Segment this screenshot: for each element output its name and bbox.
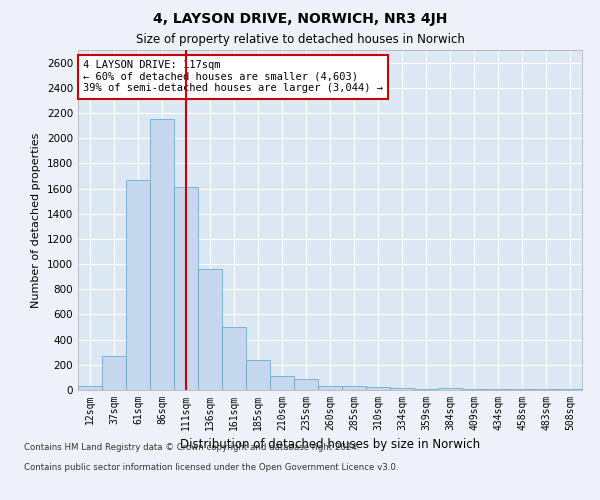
Bar (126, 180, 150, 390)
Bar (150, 120, 174, 390)
Bar (366, 388, 390, 390)
Bar (318, 386, 342, 390)
Bar (414, 388, 438, 390)
Text: Size of property relative to detached houses in Norwich: Size of property relative to detached ho… (136, 32, 464, 46)
Bar (270, 376, 294, 390)
Bar (78, 386, 102, 390)
Bar (174, 188, 198, 390)
Bar (390, 388, 414, 390)
Bar (102, 356, 126, 390)
Bar (222, 327, 246, 390)
Bar (294, 378, 318, 390)
Text: Contains public sector information licensed under the Open Government Licence v3: Contains public sector information licen… (24, 462, 398, 471)
Bar (246, 360, 270, 390)
Bar (534, 388, 558, 390)
Bar (438, 388, 462, 390)
Text: 4, LAYSON DRIVE, NORWICH, NR3 4JH: 4, LAYSON DRIVE, NORWICH, NR3 4JH (153, 12, 447, 26)
Text: Contains HM Land Registry data © Crown copyright and database right 2024.: Contains HM Land Registry data © Crown c… (24, 442, 359, 452)
Bar (198, 269, 222, 390)
X-axis label: Distribution of detached houses by size in Norwich: Distribution of detached houses by size … (180, 438, 480, 452)
Text: 4 LAYSON DRIVE: 117sqm
← 60% of detached houses are smaller (4,603)
39% of semi-: 4 LAYSON DRIVE: 117sqm ← 60% of detached… (83, 60, 383, 94)
Y-axis label: Number of detached properties: Number of detached properties (31, 132, 41, 308)
Bar (342, 386, 366, 390)
